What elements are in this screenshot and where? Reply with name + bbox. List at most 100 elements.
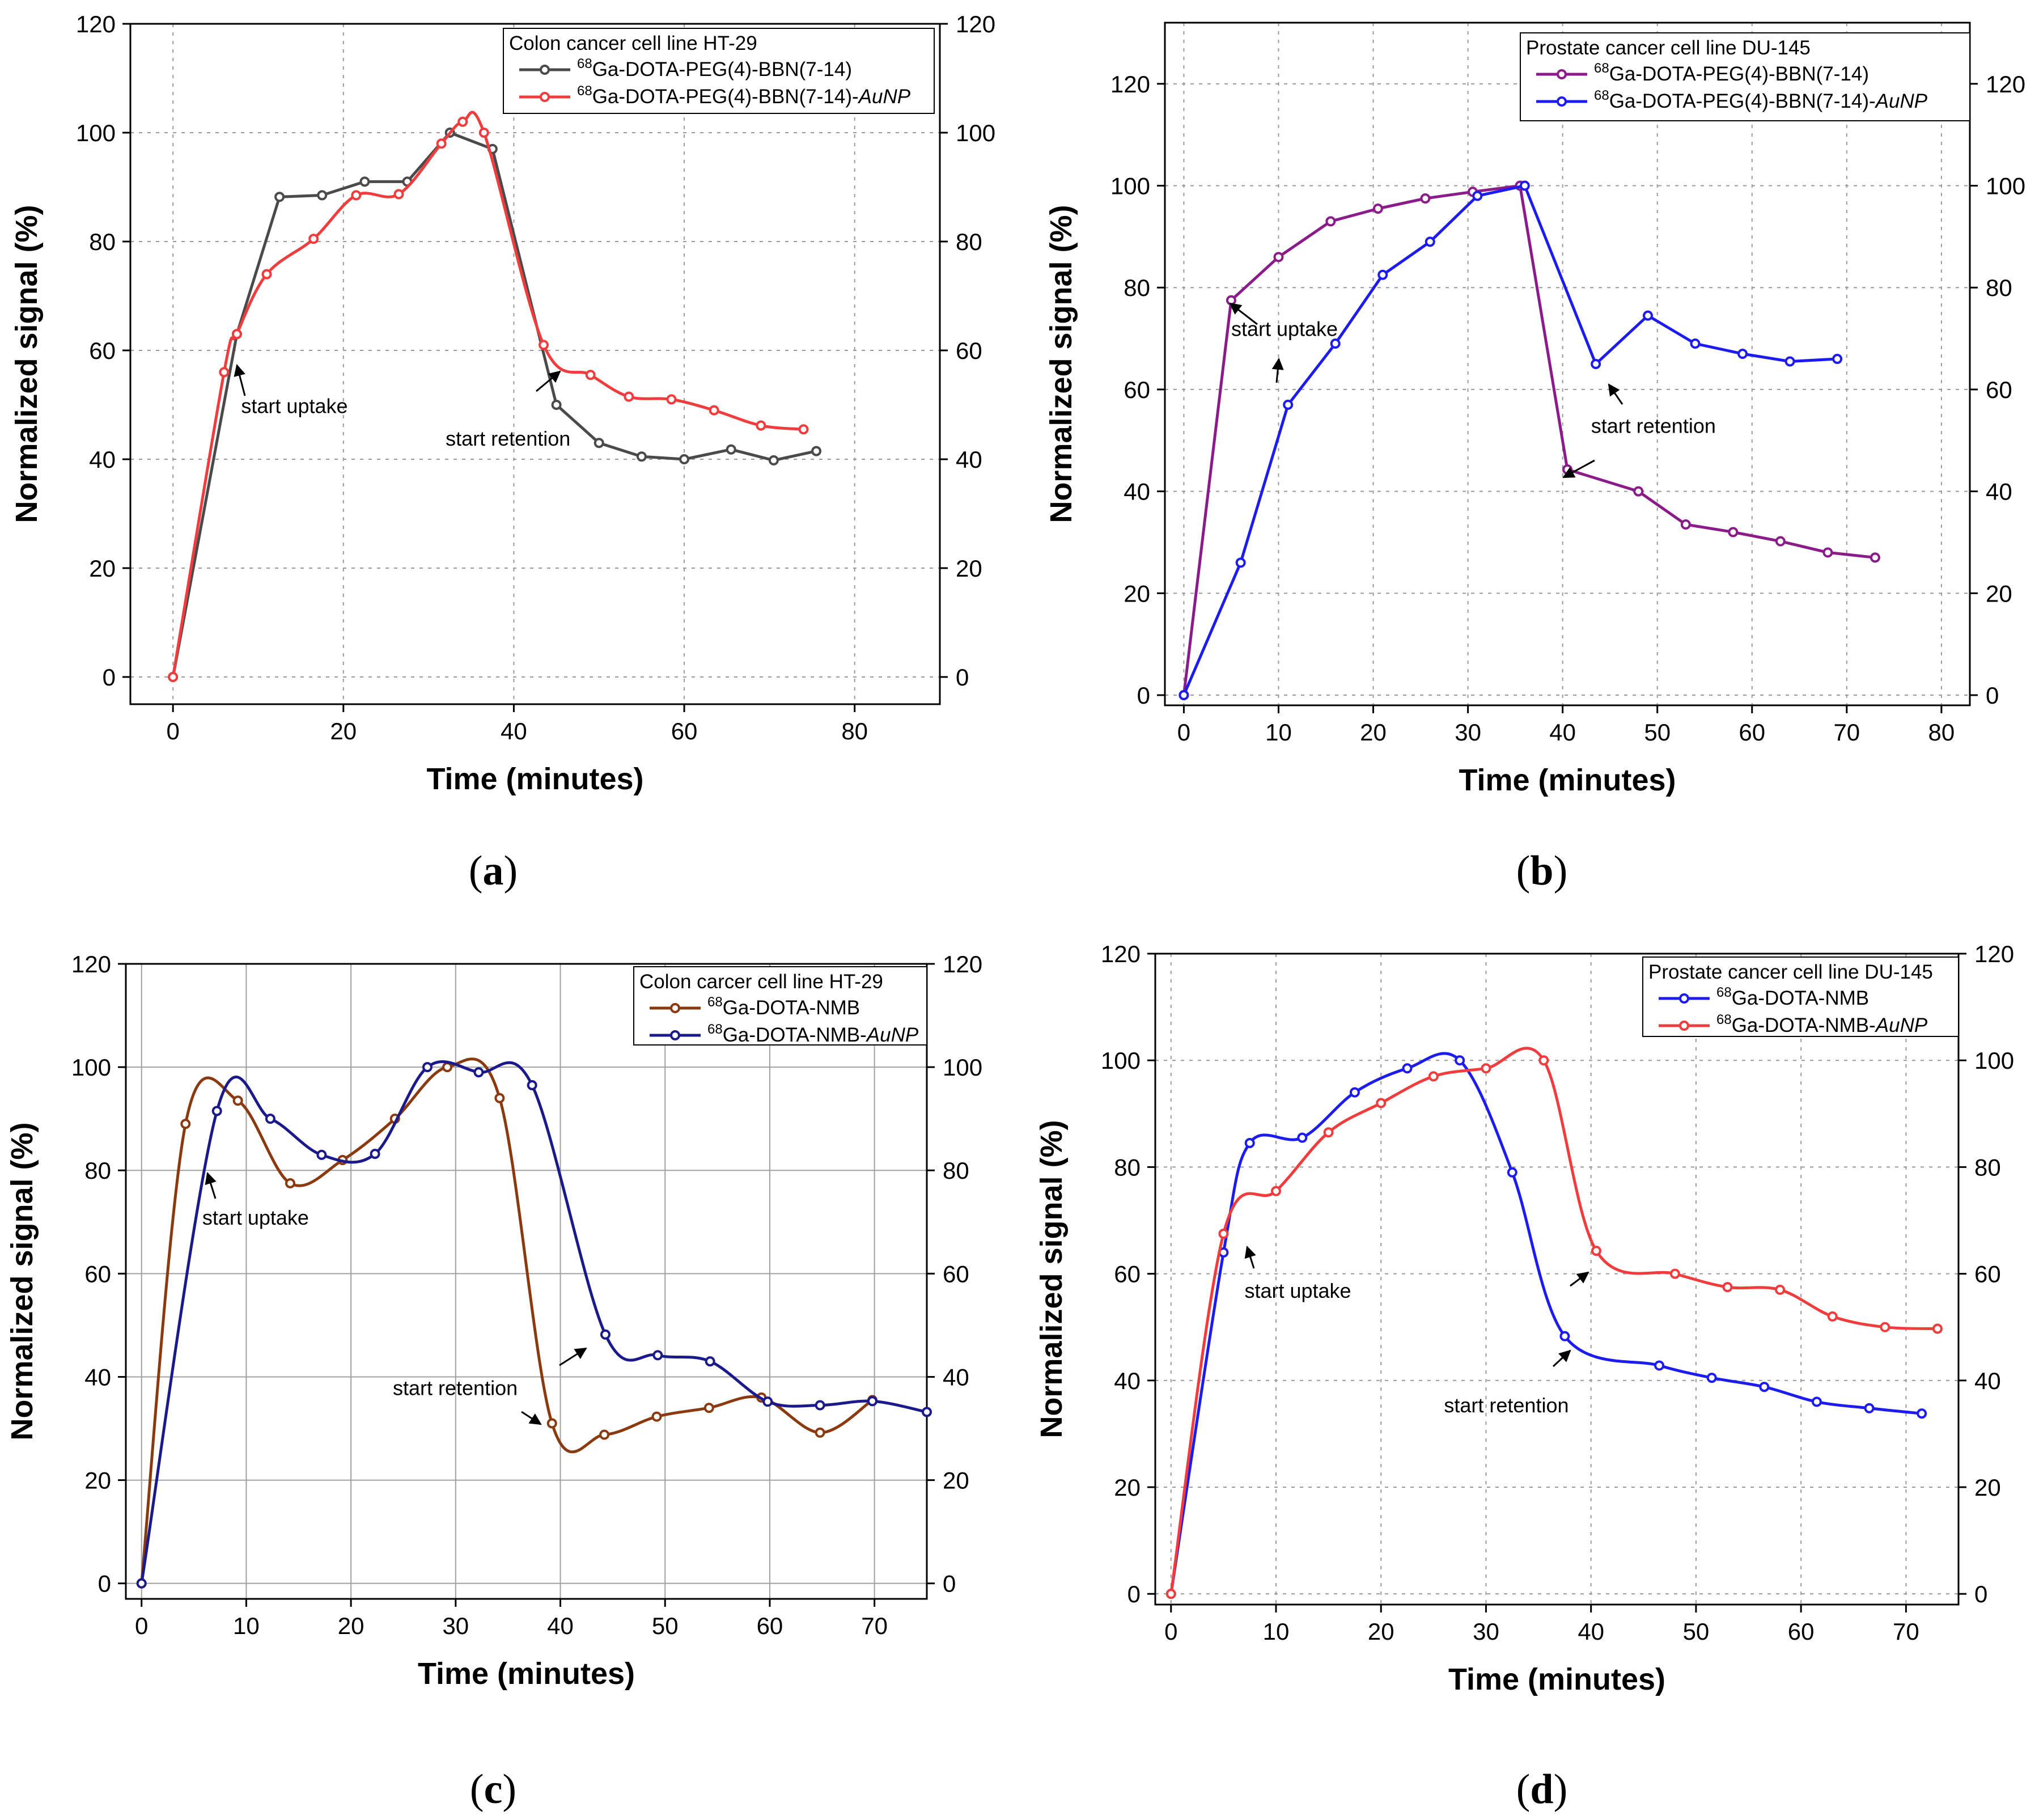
- plot-frame: [129, 23, 941, 705]
- y-tick-label-right: 40: [1986, 479, 2012, 505]
- data-point: [316, 1149, 327, 1160]
- data-point: [308, 234, 319, 244]
- y-tick-label: 100: [1110, 173, 1150, 200]
- y-tick-label: 80: [84, 1157, 111, 1184]
- data-point: [636, 451, 647, 462]
- data-point: [1880, 1322, 1890, 1332]
- data-point: [1870, 552, 1880, 563]
- data-point: [478, 128, 489, 138]
- x-tick-label: 60: [671, 718, 698, 744]
- data-point: [261, 269, 272, 280]
- panel-caption: (b): [1516, 848, 1567, 894]
- data-point: [815, 1400, 825, 1411]
- data-point: [1372, 203, 1383, 214]
- data-point: [1235, 557, 1246, 568]
- y-tick-label-right: 20: [1974, 1474, 2001, 1501]
- data-point: [1591, 359, 1601, 369]
- plot-frame: [125, 963, 928, 1600]
- y-tick-label: 20: [89, 555, 116, 582]
- y-tick-label: 0: [98, 1571, 111, 1597]
- data-point: [1420, 193, 1431, 204]
- data-point: [393, 189, 404, 200]
- x-axis-label: Time (minutes): [1459, 763, 1676, 797]
- legend: Colon cancer cell line HT-2968Ga-DOTA-PE…: [503, 28, 935, 114]
- data-point: [1643, 310, 1653, 321]
- annotation-label: start uptake: [202, 1206, 309, 1229]
- legend-marker-swatch: [670, 1030, 680, 1040]
- legend-entry-1: 68Ga-DOTA-PEG(4)-BBN(7-14): [577, 56, 852, 81]
- legend-box: [503, 28, 935, 114]
- data-point: [811, 446, 822, 456]
- data-point: [136, 1578, 147, 1589]
- data-point: [1728, 527, 1739, 537]
- data-point: [1932, 1323, 1943, 1334]
- x-tick-label: 50: [652, 1612, 679, 1639]
- data-point: [867, 1396, 878, 1407]
- y-tick-label: 20: [84, 1467, 111, 1494]
- annotation-arrow: [205, 1171, 217, 1199]
- data-point: [1759, 1382, 1770, 1392]
- data-point: [1832, 354, 1843, 365]
- data-point: [1472, 191, 1483, 201]
- annotation-arrow: [559, 1347, 587, 1366]
- data-point: [651, 1411, 662, 1422]
- data-point: [679, 454, 690, 464]
- y-tick-label: 80: [1124, 274, 1150, 301]
- legend-marker-swatch: [540, 92, 550, 102]
- y-axis-label: Normalized signal (%): [1044, 205, 1078, 523]
- data-point: [652, 1350, 663, 1361]
- x-tick-label: 20: [1368, 1618, 1394, 1645]
- x-tick-label: 0: [135, 1612, 148, 1639]
- series-line-1: [140, 1057, 874, 1584]
- y-tick-label-right: 40: [943, 1364, 969, 1390]
- data-point: [442, 1062, 453, 1073]
- y-tick-label: 120: [71, 951, 111, 977]
- legend-entry-2: 68Ga-DOTA-PEG(4)-BBN(7-14)-AuNP: [577, 83, 911, 108]
- data-point: [422, 1062, 433, 1073]
- data-point: [1297, 1132, 1308, 1143]
- data-point: [317, 190, 328, 201]
- annotation-arrow: [536, 370, 561, 392]
- y-axis-label: Normalized signal (%): [10, 205, 44, 523]
- data-point: [922, 1407, 932, 1417]
- data-point: [231, 329, 242, 340]
- data-point: [1654, 1360, 1665, 1371]
- data-point: [546, 1418, 557, 1429]
- legend-marker-swatch: [1679, 993, 1689, 1004]
- data-point: [473, 1067, 484, 1078]
- legend-marker-swatch: [1557, 69, 1567, 79]
- data-point: [815, 1427, 825, 1438]
- annotation-arrow: [521, 1411, 542, 1425]
- legend: Prostate cancer cell line DU-14568Ga-DOT…: [1642, 956, 1959, 1037]
- annotation-arrow: [1608, 383, 1623, 405]
- x-tick-label: 0: [1164, 1618, 1177, 1645]
- legend-box: [1642, 956, 1959, 1037]
- y-tick-label-right: 20: [956, 555, 982, 582]
- series-line-2: [1182, 184, 1838, 696]
- y-tick-label-right: 120: [943, 951, 982, 977]
- data-point: [1428, 1071, 1439, 1082]
- x-tick-label: 60: [1788, 1618, 1815, 1645]
- y-tick-label-right: 60: [1974, 1261, 2001, 1288]
- x-tick-label: 60: [1739, 719, 1765, 746]
- data-point: [1784, 356, 1795, 367]
- y-tick-label-right: 0: [943, 1571, 956, 1597]
- data-point: [370, 1149, 380, 1159]
- data-point: [666, 394, 677, 405]
- x-tick-label: 40: [1549, 719, 1576, 746]
- data-point: [351, 190, 362, 201]
- data-point: [1827, 1311, 1838, 1322]
- y-tick-label: 0: [103, 664, 116, 691]
- data-point: [1273, 252, 1284, 263]
- data-point: [1226, 295, 1236, 306]
- y-tick-label-right: 60: [1986, 376, 2012, 403]
- data-point: [232, 1095, 243, 1106]
- data-point: [1775, 1284, 1786, 1295]
- data-point: [1323, 1127, 1334, 1138]
- x-tick-label: 20: [330, 718, 357, 744]
- data-point: [436, 138, 447, 149]
- data-point: [1519, 180, 1530, 191]
- x-axis-label: Time (minutes): [426, 762, 643, 796]
